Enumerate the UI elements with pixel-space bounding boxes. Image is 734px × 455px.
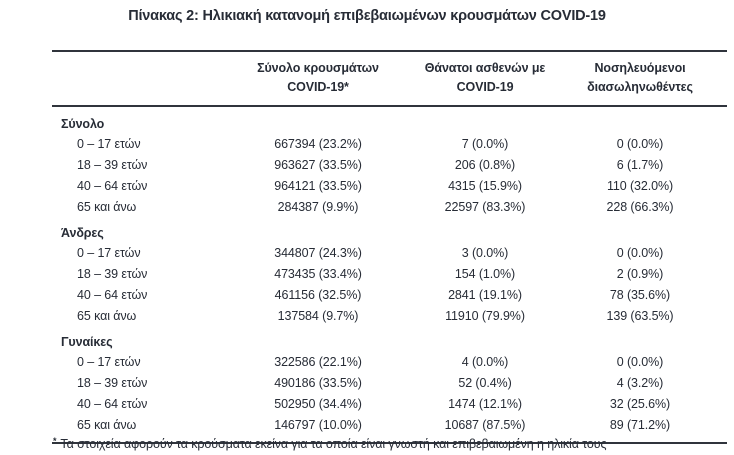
cases-value: 284387 (9.9%) xyxy=(277,200,359,214)
table-row: 40 – 64 ετών 502950 (34.4%) 1474 (12.1%)… xyxy=(52,394,727,415)
table-row: 0 – 17 ετών 322586 (22.1%) 4 (0.0%) 0 (0… xyxy=(52,352,727,373)
header-intubated-line2: διασωληνωθέντες xyxy=(587,80,693,94)
table-title: Πίνακας 2: Ηλικιακή κατανομή επιβεβαιωμέ… xyxy=(128,8,606,24)
row-label: 65 και άνω xyxy=(77,418,137,432)
cases-value: 963627 (33.5%) xyxy=(274,158,362,172)
intubated-value: 89 (71.2%) xyxy=(609,418,671,432)
row-label: 40 – 64 ετών xyxy=(77,288,148,302)
table-row: 65 και άνω 146797 (10.0%) 10687 (87.5%) … xyxy=(52,415,727,436)
intubated-value: 0 (0.0%) xyxy=(616,137,664,151)
table-row: 18 – 39 ετών 490186 (33.5%) 52 (0.4%) 4 … xyxy=(52,373,727,394)
row-label: 40 – 64 ετών xyxy=(77,397,148,411)
cases-value: 344807 (24.3%) xyxy=(274,246,362,260)
deaths-value: 4 (0.0%) xyxy=(461,355,509,369)
section-header-total: Σύνολο xyxy=(61,117,105,131)
deaths-value: 52 (0.4%) xyxy=(458,376,512,390)
footnote: * Τα στοιχεία αφορούν τα κρούσματα εκείνα… xyxy=(53,436,728,451)
header-intubated-line1: Νοσηλευόμενοι xyxy=(594,61,686,75)
intubated-value: 228 (66.3%) xyxy=(606,200,674,214)
table-row: 0 – 17 ετών 344807 (24.3%) 3 (0.0%) 0 (0… xyxy=(52,243,727,264)
deaths-value: 22597 (83.3%) xyxy=(444,200,526,214)
table-row: 40 – 64 ετών 964121 (33.5%) 4315 (15.9%)… xyxy=(52,176,727,197)
header-deaths-line2: COVID-19 xyxy=(456,80,514,94)
deaths-value: 206 (0.8%) xyxy=(454,158,516,172)
intubated-value: 139 (63.5%) xyxy=(606,309,674,323)
cases-value: 490186 (33.5%) xyxy=(274,376,362,390)
deaths-value: 10687 (87.5%) xyxy=(444,418,526,432)
report-page: Πίνακας 2: Ηλικιακή κατανομή επιβεβαιωμέ… xyxy=(0,8,734,455)
cases-value: 667394 (23.2%) xyxy=(274,137,362,151)
header-total-cases-line2: COVID-19* xyxy=(287,80,349,94)
deaths-value: 7 (0.0%) xyxy=(461,137,509,151)
cases-value: 964121 (33.5%) xyxy=(274,179,362,193)
table-row: 18 – 39 ετών 963627 (33.5%) 206 (0.8%) 6… xyxy=(52,155,727,176)
header-empty-cell xyxy=(52,59,235,97)
table-header-row: Σύνολο κρουσμάτων COVID-19* Θάνατοι ασθε… xyxy=(52,52,727,107)
deaths-value: 1474 (12.1%) xyxy=(448,397,522,411)
header-total-cases: Σύνολο κρουσμάτων COVID-19* xyxy=(235,59,401,97)
deaths-value: 3 (0.0%) xyxy=(461,246,509,260)
intubated-value: 6 (1.7%) xyxy=(616,158,664,172)
header-total-cases-line1: Σύνολο κρουσμάτων xyxy=(257,61,379,75)
cases-value: 502950 (34.4%) xyxy=(274,397,362,411)
row-label: 18 – 39 ετών xyxy=(77,376,148,390)
header-deaths: Θάνατοι ασθενών με COVID-19 xyxy=(401,59,569,97)
row-label: 65 και άνω xyxy=(77,309,137,323)
row-label: 0 – 17 ετών xyxy=(77,137,141,151)
table-row: 40 – 64 ετών 461156 (32.5%) 2841 (19.1%)… xyxy=(52,285,727,306)
intubated-value: 0 (0.0%) xyxy=(616,355,664,369)
footnote-text: Τα στοιχεία αφορούν τα κρούσματα εκείνα … xyxy=(60,437,607,451)
intubated-value: 0 (0.0%) xyxy=(616,246,664,260)
table-row: 65 και άνω 284387 (9.9%) 22597 (83.3%) 2… xyxy=(52,197,727,218)
table-row: 65 και άνω 137584 (9.7%) 11910 (79.9%) 1… xyxy=(52,306,727,327)
intubated-value: 78 (35.6%) xyxy=(609,288,671,302)
footnote-asterisk-marker: * xyxy=(53,436,57,446)
deaths-value: 11910 (79.9%) xyxy=(445,309,525,323)
header-intubated: Νοσηλευόμενοι διασωληνωθέντες xyxy=(569,59,727,97)
intubated-value: 32 (25.6%) xyxy=(609,397,671,411)
covid-age-distribution-table: Σύνολο κρουσμάτων COVID-19* Θάνατοι ασθε… xyxy=(52,50,727,444)
cases-value: 473435 (33.4%) xyxy=(274,267,362,281)
intubated-value: 4 (3.2%) xyxy=(616,376,664,390)
row-label: 0 – 17 ετών xyxy=(77,246,141,260)
section-header-men: Άνδρες xyxy=(61,226,104,240)
cases-value: 146797 (10.0%) xyxy=(274,418,362,432)
deaths-value: 2841 (19.1%) xyxy=(448,288,522,302)
table-row: 0 – 17 ετών 667394 (23.2%) 7 (0.0%) 0 (0… xyxy=(52,134,727,155)
row-label: 0 – 17 ετών xyxy=(77,355,141,369)
header-deaths-line1: Θάνατοι ασθενών με xyxy=(424,61,546,75)
deaths-value: 4315 (15.9%) xyxy=(448,179,522,193)
row-label: 40 – 64 ετών xyxy=(77,179,148,193)
intubated-value: 110 (32.0%) xyxy=(606,179,674,193)
intubated-value: 2 (0.9%) xyxy=(616,267,664,281)
row-label: 18 – 39 ετών xyxy=(77,267,148,281)
row-label: 18 – 39 ετών xyxy=(77,158,148,172)
cases-value: 322586 (22.1%) xyxy=(274,355,362,369)
row-label: 65 και άνω xyxy=(77,200,137,214)
cases-value: 137584 (9.7%) xyxy=(277,309,359,323)
table-body: Σύνολο 0 – 17 ετών 667394 (23.2%) 7 (0.0… xyxy=(52,107,727,442)
cases-value: 461156 (32.5%) xyxy=(274,288,362,302)
section-header-women: Γυναίκες xyxy=(61,335,113,349)
table-row: 18 – 39 ετών 473435 (33.4%) 154 (1.0%) 2… xyxy=(52,264,727,285)
deaths-value: 154 (1.0%) xyxy=(454,267,516,281)
